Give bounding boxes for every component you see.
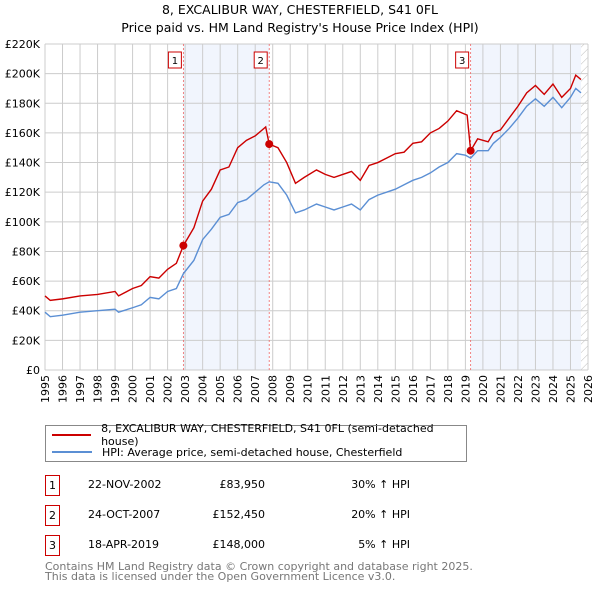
sale-price: £83,950 bbox=[219, 478, 266, 491]
x-tick-label: 2005 bbox=[214, 375, 227, 403]
chart-subtitle: Price paid vs. HM Land Registry's House … bbox=[121, 20, 479, 35]
x-tick-label: 2023 bbox=[529, 375, 542, 403]
x-tick-label: 1997 bbox=[74, 375, 87, 403]
x-tick-label: 2011 bbox=[319, 375, 332, 403]
x-tick-label: 2017 bbox=[424, 375, 437, 403]
x-tick-label: 1995 bbox=[39, 375, 52, 403]
sale-hpi-diff: 20% ↑ HPI bbox=[351, 508, 410, 521]
y-tick-label: £40K bbox=[12, 305, 41, 318]
sale-price: £152,450 bbox=[212, 508, 266, 521]
sale-row: 2 24-OCT-2007 £152,450 20% ↑ HPI bbox=[45, 505, 465, 526]
sale-row: 3 18-APR-2019 £148,000 5% ↑ HPI bbox=[45, 535, 465, 556]
x-tick-label: 1998 bbox=[92, 375, 105, 403]
x-tick-label: 2014 bbox=[372, 375, 385, 403]
sale-badge: 2 bbox=[45, 505, 60, 526]
sale-badge-label: 3 bbox=[459, 56, 465, 67]
legend-item-hpi: HPI: Average price, semi-detached house,… bbox=[52, 444, 402, 460]
chart-plot: 1995 1996 1997 1998 1999 2000 2001 2002 2003 2004… bbox=[5, 38, 595, 403]
sale-badge bbox=[455, 51, 470, 69]
y-tick-label: £80K bbox=[12, 245, 41, 258]
x-tick-label: 2026 bbox=[582, 375, 595, 403]
sale-date: 24-OCT-2007 bbox=[88, 508, 161, 521]
sale-badge bbox=[253, 51, 268, 69]
sale-hpi-diff: 30% ↑ HPI bbox=[351, 478, 410, 491]
shaded-period bbox=[470, 44, 581, 370]
shaded-period bbox=[183, 44, 270, 370]
sale-date: 18-APR-2019 bbox=[88, 538, 160, 551]
legend: 8, EXCALIBUR WAY, CHESTERFIELD, S41 0FL … bbox=[45, 422, 467, 462]
chart-title: 8, EXCALIBUR WAY, CHESTERFIELD, S41 0FL bbox=[161, 2, 438, 17]
sale-badge-label: 2 bbox=[258, 56, 264, 67]
legend-swatch bbox=[52, 451, 92, 453]
sale-price: £148,000 bbox=[212, 538, 266, 551]
x-tick-label: 2020 bbox=[477, 375, 490, 403]
future-hatch bbox=[580, 44, 588, 370]
x-tick-label: 1996 bbox=[57, 375, 70, 403]
x-tick-label: 2022 bbox=[512, 375, 525, 403]
x-tick-label: 1999 bbox=[109, 375, 122, 403]
x-tick-label: 2002 bbox=[162, 375, 175, 403]
footer-copyright: Contains HM Land Registry data © Crown c… bbox=[45, 560, 473, 573]
legend-label: 8, EXCALIBUR WAY, CHESTERFIELD, S41 0FL … bbox=[101, 422, 434, 448]
x-tick-label: 2012 bbox=[337, 375, 350, 403]
y-tick-label: £100K bbox=[5, 216, 41, 229]
series-line-hpi bbox=[44, 87, 582, 318]
y-tick-label: £0 bbox=[26, 364, 40, 377]
x-tick-label: 2025 bbox=[564, 375, 577, 403]
legend-label: HPI: Average price, semi-detached house,… bbox=[102, 445, 403, 459]
y-tick-label: £120K bbox=[5, 186, 41, 199]
sale-row: 1 22-NOV-2002 £83,950 30% ↑ HPI bbox=[45, 475, 465, 496]
y-tick-label: £60K bbox=[12, 275, 41, 288]
x-tick-label: 2021 bbox=[494, 375, 507, 403]
x-tick-label: 2010 bbox=[302, 375, 315, 403]
sale-badge: 3 bbox=[45, 535, 60, 556]
sale-point bbox=[466, 146, 475, 155]
footer-licence: This data is licensed under the Open Gov… bbox=[45, 570, 396, 583]
series-line-property bbox=[44, 73, 582, 302]
y-tick-label: £200K bbox=[5, 68, 41, 81]
y-tick-label: £140K bbox=[5, 157, 41, 170]
legend-item-property: 8, EXCALIBUR WAY, CHESTERFIELD, S41 0FL … bbox=[52, 422, 466, 448]
x-tick-label: 2009 bbox=[284, 375, 297, 403]
x-tick-label: 2003 bbox=[179, 375, 192, 403]
sale-point bbox=[265, 140, 274, 149]
x-tick-label: 2001 bbox=[144, 375, 157, 403]
sale-date: 22-NOV-2002 bbox=[88, 478, 162, 491]
x-tick-label: 2024 bbox=[547, 375, 560, 403]
y-tick-label: £180K bbox=[5, 97, 41, 110]
sale-hpi-diff: 5% ↑ HPI bbox=[358, 538, 410, 551]
x-tick-label: 2008 bbox=[267, 375, 280, 403]
x-tick-label: 2000 bbox=[127, 375, 140, 403]
x-tick-label: 2016 bbox=[407, 375, 420, 403]
x-tick-label: 2013 bbox=[354, 375, 367, 403]
y-tick-label: £20K bbox=[12, 334, 41, 347]
x-tick-label: 2015 bbox=[389, 375, 402, 403]
sale-point bbox=[179, 241, 188, 250]
x-tick-label: 2006 bbox=[232, 375, 245, 403]
x-tick-label: 2004 bbox=[197, 375, 210, 403]
x-tick-label: 2018 bbox=[442, 375, 455, 403]
sale-badge-label: 1 bbox=[172, 56, 178, 67]
y-tick-label: £160K bbox=[5, 127, 41, 140]
y-tick-label: £220K bbox=[5, 38, 41, 51]
legend-swatch bbox=[52, 434, 92, 436]
x-tick-label: 2007 bbox=[249, 375, 262, 403]
sale-badge: 1 bbox=[45, 475, 60, 496]
sale-badge bbox=[167, 51, 182, 69]
x-tick-label: 2019 bbox=[459, 375, 472, 403]
